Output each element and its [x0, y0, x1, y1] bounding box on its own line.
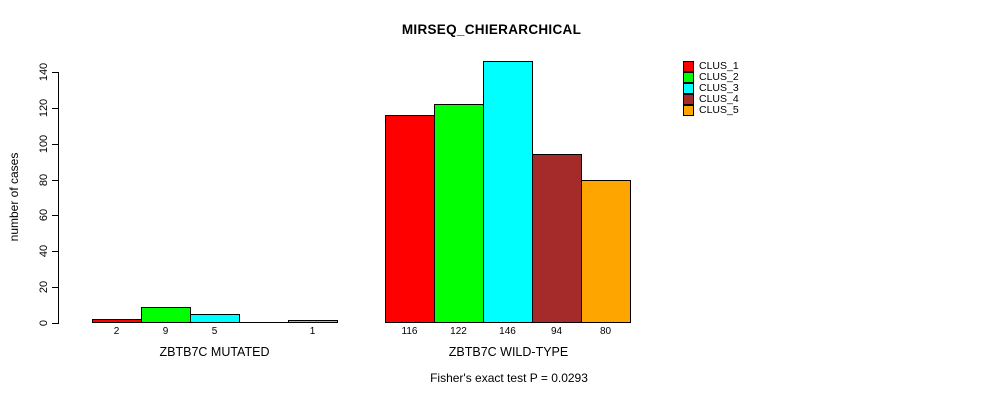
- y-tick-mark: [52, 323, 58, 324]
- legend-swatch-clus_2: [683, 72, 694, 83]
- legend-item-clus_4: CLUS_4: [683, 94, 739, 105]
- legend-item-clus_5: CLUS_5: [683, 105, 739, 116]
- legend: CLUS_1 CLUS_2 CLUS_3 CLUS_4 CLUS_5: [683, 61, 739, 116]
- y-tick-label: 40: [38, 244, 50, 258]
- y-tick-label: 20: [38, 280, 50, 294]
- y-tick-mark: [52, 72, 58, 73]
- bar-clus_4-wildtype: [532, 154, 582, 323]
- bar-clus_3-wildtype: [483, 61, 533, 323]
- y-tick-mark: [52, 180, 58, 181]
- legend-item-clus_3: CLUS_3: [683, 83, 739, 94]
- y-tick-label: 100: [38, 134, 50, 154]
- bar-value-label: 116: [401, 326, 418, 337]
- y-tick-mark: [52, 215, 58, 216]
- bar-value-label: 5: [211, 326, 218, 337]
- x-group-label-wildtype: ZBTB7C WILD-TYPE: [448, 345, 569, 359]
- y-tick-mark: [52, 144, 58, 145]
- legend-label: CLUS_4: [699, 93, 739, 105]
- legend-label: CLUS_1: [699, 60, 739, 72]
- bar-clus_1-wildtype: [385, 115, 435, 323]
- bar-value-label: 1: [309, 326, 316, 337]
- legend-label: CLUS_3: [699, 82, 739, 94]
- chart-title: MIRSEQ_CHIERARCHICAL: [401, 22, 582, 37]
- legend-swatch-clus_4: [683, 94, 694, 105]
- bar-clus_3-mutated: [190, 314, 240, 323]
- legend-label: CLUS_5: [699, 104, 739, 116]
- y-tick-mark: [52, 108, 58, 109]
- bar-value-label: 94: [550, 326, 563, 337]
- y-axis-title: number of cases: [7, 152, 21, 242]
- bar-value-label: 9: [162, 326, 169, 337]
- bar-value-label: 146: [499, 326, 516, 337]
- bar-value-label: 2: [113, 326, 120, 337]
- y-tick-label: 120: [38, 98, 50, 118]
- y-tick-label: 60: [38, 208, 50, 222]
- bar-value-label: 122: [450, 326, 467, 337]
- y-axis-line: [58, 72, 59, 324]
- x-group-label-mutated: ZBTB7C MUTATED: [159, 345, 270, 359]
- legend-label: CLUS_2: [699, 71, 739, 83]
- bar-clus_2-mutated: [141, 307, 191, 323]
- legend-swatch-clus_3: [683, 83, 694, 94]
- legend-swatch-clus_5: [683, 105, 694, 116]
- fisher-test-annotation: Fisher's exact test P = 0.0293: [430, 371, 588, 385]
- y-tick-mark: [52, 287, 58, 288]
- y-tick-label: 0: [38, 319, 50, 327]
- y-tick-label: 80: [38, 173, 50, 187]
- bar-clus_5-mutated: [288, 320, 338, 323]
- bar-clus_5-wildtype: [581, 180, 631, 323]
- bar-value-label: 80: [599, 326, 612, 337]
- legend-item-clus_2: CLUS_2: [683, 72, 739, 83]
- y-tick-mark: [52, 251, 58, 252]
- y-tick-label: 140: [38, 62, 50, 82]
- bar-clus_1-mutated: [92, 319, 142, 323]
- legend-item-clus_1: CLUS_1: [683, 61, 739, 72]
- bar-clus_2-wildtype: [434, 104, 484, 323]
- legend-swatch-clus_1: [683, 61, 694, 72]
